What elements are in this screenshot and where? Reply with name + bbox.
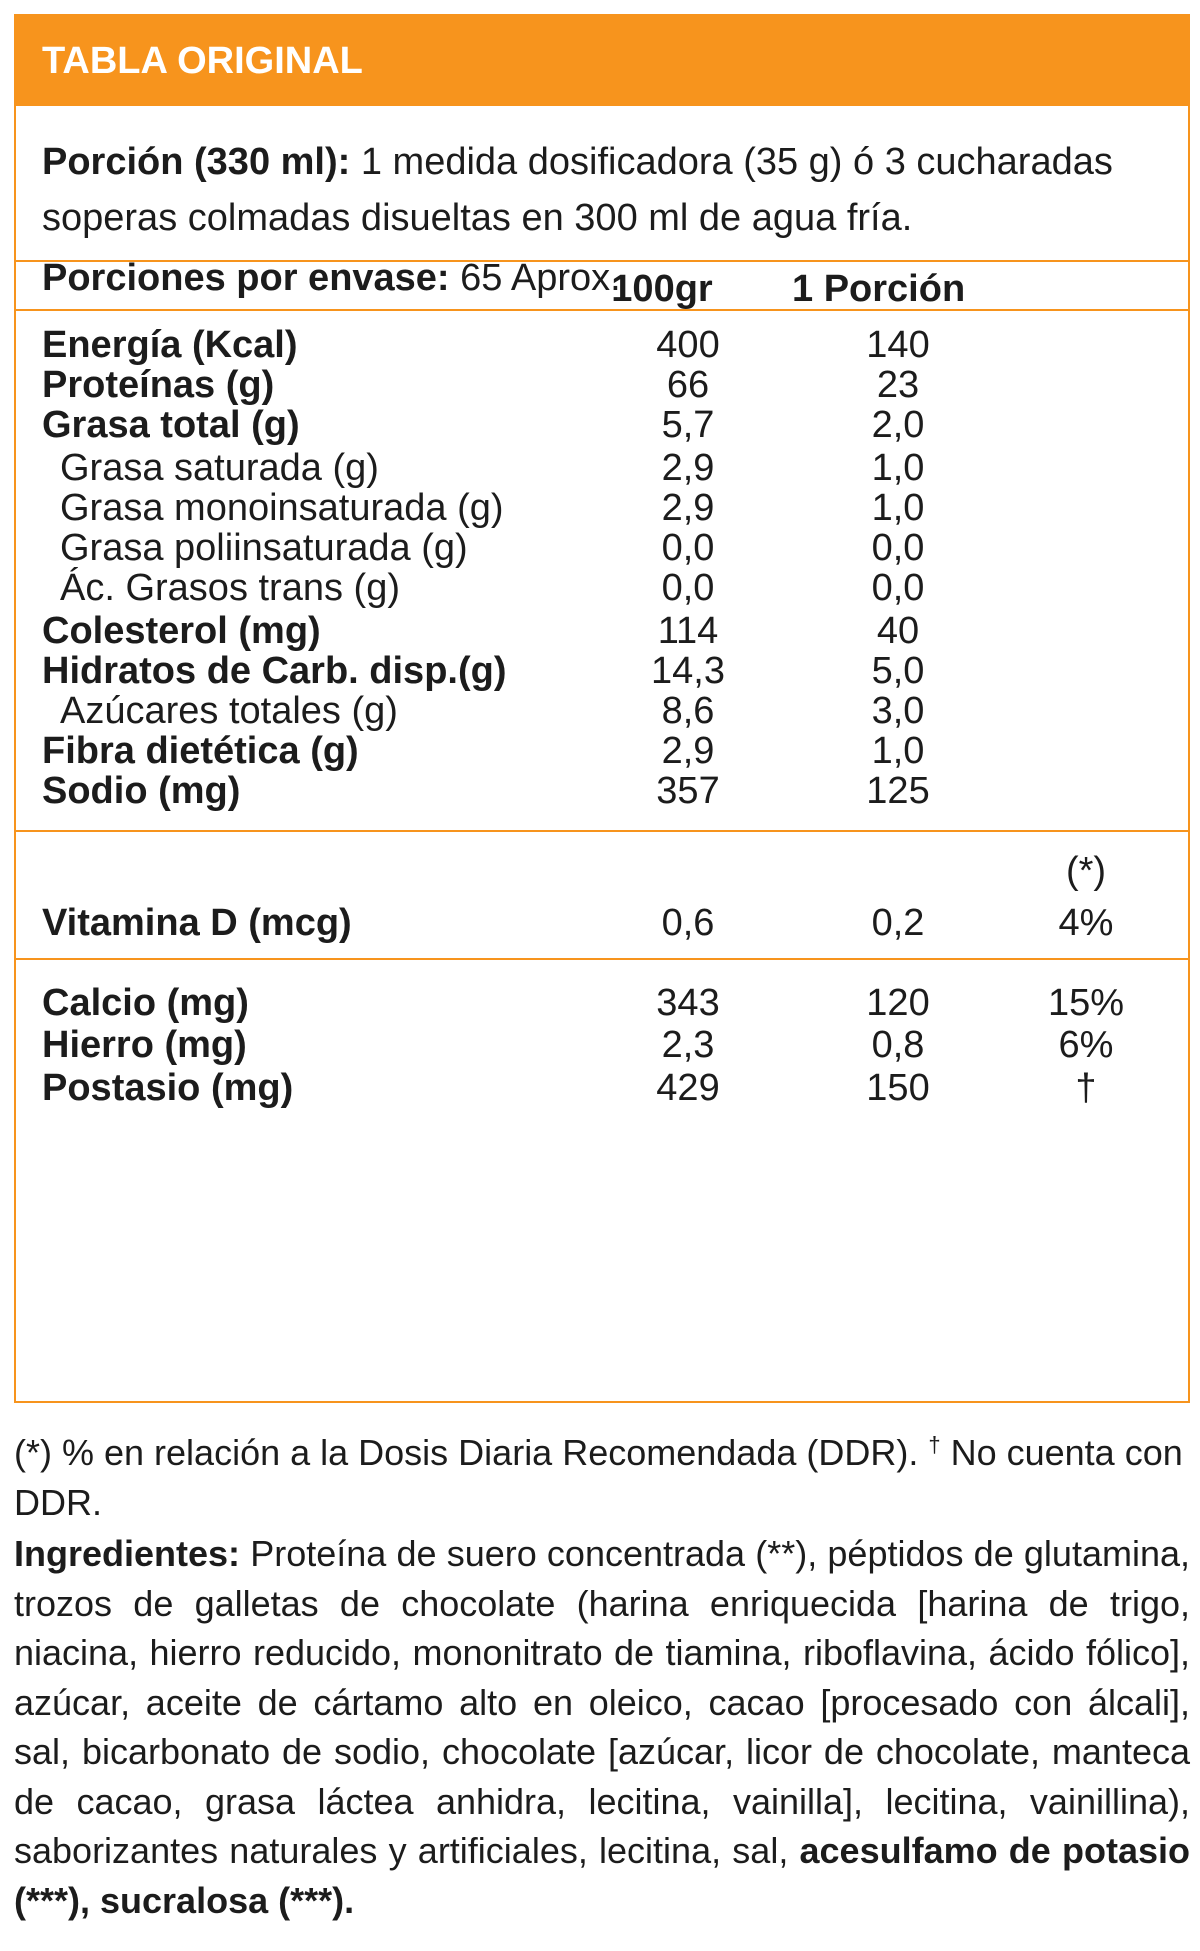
table-row: Sodio (mg) 357 125 (42, 770, 1166, 820)
nutrient-label: Hidratos de Carb. disp.(g) (42, 650, 507, 692)
footnote-text-b: No cuenta con DDR. (14, 1432, 1183, 1523)
nutrient-label: Energía (Kcal) (42, 324, 298, 366)
table-row: Azúcares totales (g) 8,6 3,0 (42, 690, 1166, 740)
value-100g: 0,0 (661, 567, 715, 609)
footnote-text: (*) % en relación a la Dosis Diaria Reco… (14, 1432, 929, 1473)
value-portion: 0,0 (871, 567, 925, 609)
value-portion: 23 (876, 364, 920, 406)
value-100g: 0,6 (661, 902, 715, 944)
value-portion: 0,2 (871, 902, 925, 944)
nutrition-table: TABLA ORIGINAL Porción (330 ml): 1 medid… (14, 14, 1190, 1403)
value-portion: 3,0 (871, 690, 925, 732)
servings-per-container: Porciones por envase: 65 Aprox. (42, 250, 1162, 306)
ddr-marker: (*) (1065, 850, 1107, 892)
value-portion: 140 (866, 324, 930, 366)
value-portion: 40 (876, 610, 920, 652)
table-row: Grasa saturada (g) 2,9 1,0 (42, 447, 1166, 497)
value-100g: 5,7 (661, 404, 715, 446)
column-header-portion: 1 Porción (792, 268, 966, 310)
value-100g: 14,3 (651, 650, 725, 692)
value-portion: 2,0 (871, 404, 925, 446)
value-ddr: 15% (1047, 982, 1125, 1024)
table-row: Energía (Kcal) 400 140 (42, 324, 1166, 374)
nutrient-label: Grasa saturada (g) (60, 447, 379, 489)
value-100g: 400 (656, 324, 720, 366)
value-ddr: 4% (1058, 902, 1114, 944)
nutrient-label: Grasa monoinsaturada (g) (60, 487, 504, 529)
table-row: Fibra dietética (g) 2,9 1,0 (42, 730, 1166, 780)
value-portion: 1,0 (871, 487, 925, 529)
value-100g: 0,0 (661, 527, 715, 569)
mineral-label: Hierro (mg) (42, 1024, 247, 1066)
nutrient-label: Azúcares totales (g) (60, 690, 398, 732)
nutrient-label: Ác. Grasos trans (g) (60, 567, 400, 609)
nutrient-label: Vitamina D (mcg) (42, 902, 352, 944)
value-portion: 0,0 (871, 527, 925, 569)
column-header-100g: 100gr (611, 268, 713, 310)
ingredients-text: Proteína de suero concentrada (**), pépt… (14, 1533, 1190, 1871)
mineral-label: Calcio (mg) (42, 982, 249, 1024)
mineral-label: Postasio (mg) (42, 1067, 294, 1109)
value-100g: 66 (666, 364, 710, 406)
value-100g: 357 (656, 770, 720, 812)
nutrient-label: Proteínas (g) (42, 364, 275, 406)
value-portion: 1,0 (871, 730, 925, 772)
divider (16, 260, 1188, 262)
ingredients-bold-tail: acesulfamo de potasio (***), sucralosa (… (14, 1830, 1191, 1921)
nutrient-label: Sodio (mg) (42, 770, 241, 812)
ddr-marker-row: (*) (42, 850, 1166, 900)
nutrient-label: Grasa poliinsaturada (g) (60, 527, 468, 569)
ingredients-paragraph: Ingredientes: Proteína de suero concentr… (14, 1529, 1190, 1925)
value-portion: 0,8 (871, 1024, 925, 1066)
value-100g: 2,9 (661, 487, 715, 529)
divider (16, 958, 1188, 960)
value-100g: 429 (656, 1067, 720, 1109)
table-row: Ác. Grasos trans (g) 0,0 0,0 (42, 567, 1166, 617)
servings-per-container-label: Porciones por envase: (42, 257, 450, 299)
value-portion: 1,0 (871, 447, 925, 489)
value-100g: 343 (656, 982, 720, 1024)
table-row: Hidratos de Carb. disp.(g) 14,3 5,0 (42, 650, 1166, 700)
value-100g: 2,9 (661, 730, 715, 772)
ingredients-label: Ingredientes: (14, 1533, 241, 1574)
servings-per-container-value: 65 Aprox. (449, 257, 621, 299)
divider (16, 830, 1188, 832)
serving-size-text: 1 medida dosificadora (35 g) ó 3 cuchara… (42, 141, 1113, 239)
value-100g: 2,9 (661, 447, 715, 489)
nutrient-label: Colesterol (mg) (42, 610, 321, 652)
value-portion: 120 (866, 982, 930, 1024)
table-row: Grasa poliinsaturada (g) 0,0 0,0 (42, 527, 1166, 577)
value-portion: 150 (866, 1067, 930, 1109)
nutrient-label: Grasa total (g) (42, 404, 300, 446)
dagger-symbol: † (928, 1432, 941, 1457)
value-100g: 2,3 (661, 1024, 715, 1066)
value-portion: 5,0 (871, 650, 925, 692)
table-title: TABLA ORIGINAL (16, 16, 1188, 106)
divider (16, 309, 1188, 311)
serving-size-label: Porción (330 ml): (42, 141, 351, 183)
value-100g: 114 (657, 610, 719, 652)
table-row: Vitamina D (mcg) 0,6 0,2 4% (42, 902, 1166, 952)
table-row: Grasa monoinsaturada (g) 2,9 1,0 (42, 487, 1166, 537)
value-ddr: 6% (1058, 1024, 1114, 1066)
table-row: Postasio (mg) 429 150 † (42, 1067, 1166, 1117)
table-row: Grasa total (g) 5,7 2,0 (42, 404, 1166, 454)
value-ddr: † (1075, 1067, 1097, 1109)
value-100g: 8,6 (661, 690, 715, 732)
table-row: Hierro (mg) 2,3 0,8 6% (42, 1024, 1166, 1074)
ddr-footnote: (*) % en relación a la Dosis Diaria Reco… (14, 1420, 1190, 1528)
value-portion: 125 (866, 770, 930, 812)
table-row: Calcio (mg) 343 120 15% (42, 982, 1166, 1032)
nutrient-label: Fibra dietética (g) (42, 730, 359, 772)
table-row: Colesterol (mg) 114 40 (42, 610, 1166, 660)
serving-size: Porción (330 ml): 1 medida dosificadora … (42, 134, 1162, 246)
table-row: Proteínas (g) 66 23 (42, 364, 1166, 414)
